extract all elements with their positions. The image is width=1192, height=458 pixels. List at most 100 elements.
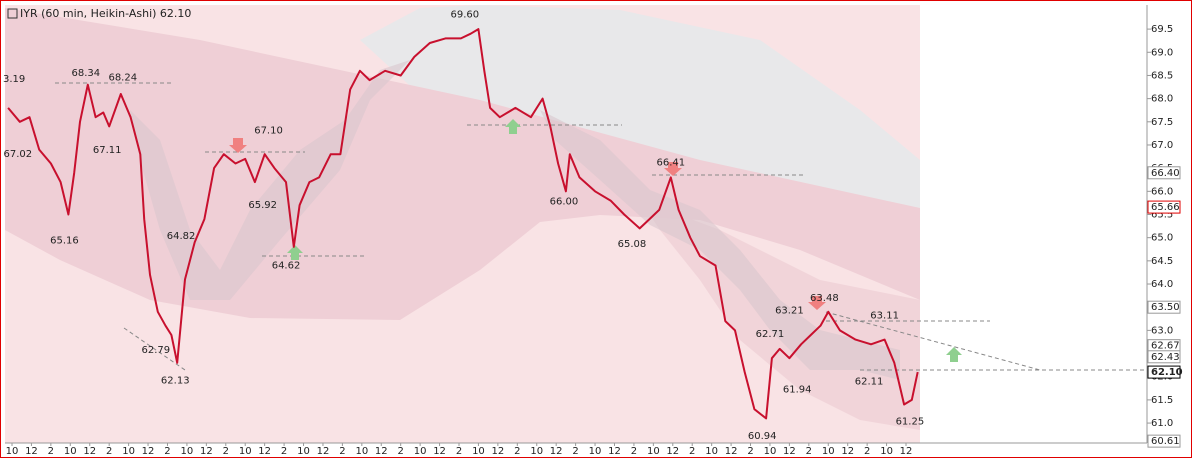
y-tick-label: 68.0: [1151, 94, 1173, 105]
x-tick-label: 10: [530, 446, 543, 457]
price-annotation: 67.10: [254, 125, 283, 136]
price-marker-box: [1147, 434, 1181, 448]
price-annotation: 68.34: [72, 68, 101, 79]
y-tick-label: 67.5: [1151, 117, 1173, 128]
price-marker-box: [1147, 200, 1181, 214]
x-tick-label: 12: [666, 446, 679, 457]
price-annotation: 68.24: [108, 73, 137, 84]
price-marker-label: 62.10: [1151, 367, 1183, 378]
x-tick-label: 10: [122, 446, 135, 457]
price-annotation: 66.00: [550, 196, 579, 207]
sell-arrow: [229, 138, 247, 153]
y-tick-label: 64.5: [1151, 256, 1173, 267]
price-annotation: 62.79: [141, 345, 170, 356]
x-tick-label: 2: [689, 446, 695, 457]
level-lines: [55, 82, 1147, 371]
x-tick-label: 2: [514, 446, 520, 457]
price-marker-box: [1147, 166, 1181, 180]
y-tick-label: 65.5: [1151, 209, 1173, 220]
x-tick-label: 12: [841, 446, 854, 457]
x-tick-label: 2: [223, 446, 229, 457]
buy-arrow: [946, 347, 962, 362]
x-tick-label: 12: [200, 446, 213, 457]
price-annotation: 63.21: [775, 306, 804, 317]
x-tick-label: 2: [398, 446, 404, 457]
price-annotation: 63.48: [810, 293, 839, 304]
price-marker-label: 65.66: [1151, 202, 1180, 213]
x-tick-label: 2: [106, 446, 112, 457]
x-tick-label: 12: [900, 446, 913, 457]
price-annotation: 67.11: [93, 145, 122, 156]
x-tick-label: 10: [181, 446, 194, 457]
price-annotation: 62.71: [756, 329, 785, 340]
y-tick-label: 69.5: [1151, 24, 1173, 35]
price-annotation: 60.94: [748, 431, 777, 442]
x-tick-label: 2: [864, 446, 870, 457]
price-annotation: 69.60: [451, 9, 480, 20]
y-tick-label: 64.0: [1151, 279, 1173, 290]
x-tick-label: 2: [164, 446, 170, 457]
price-marker-label: 66.40: [1151, 168, 1180, 179]
price-marker-label: 63.50: [1151, 302, 1180, 313]
x-tick-label: 2: [281, 446, 287, 457]
buy-arrow: [287, 245, 303, 260]
price-annotation: 64.82: [167, 231, 196, 242]
x-tick-label: 10: [647, 446, 660, 457]
x-tick-label: 10: [589, 446, 602, 457]
x-tick-label: 10: [880, 446, 893, 457]
y-tick-label: 68.5: [1151, 70, 1173, 81]
x-tick-label: 10: [64, 446, 77, 457]
y-tick-label: 61.5: [1151, 395, 1173, 406]
price-annotation: 66.41: [657, 157, 686, 168]
price-annotation: 65.08: [618, 239, 647, 250]
x-tick-label: 12: [608, 446, 621, 457]
clipped-label: 3.19: [3, 74, 25, 85]
x-tick-label: 12: [142, 446, 155, 457]
x-tick-label: 10: [822, 446, 835, 457]
price-marker-label: 60.61: [1151, 436, 1180, 447]
y-tick-label: 65.0: [1151, 233, 1173, 244]
x-tick-label: 2: [806, 446, 812, 457]
price-annotation: 63.11: [870, 310, 899, 321]
x-tick-label: 12: [83, 446, 96, 457]
sell-arrow: [808, 296, 826, 310]
x-tick-label: 12: [492, 446, 505, 457]
x-tick-label: 12: [258, 446, 271, 457]
x-tick-label: 10: [414, 446, 427, 457]
channel: [130, 60, 410, 300]
x-tick-label: 12: [375, 446, 388, 457]
x-tick-label: 10: [705, 446, 718, 457]
trend: [825, 311, 1041, 371]
price-annotation: 61.25: [896, 416, 925, 427]
price-annotation: 62.13: [161, 376, 190, 387]
x-tick-label: 12: [550, 446, 563, 457]
price-annotation: 62.11: [855, 377, 884, 388]
x-tick-label: 10: [239, 446, 252, 457]
price-annotation: 67.02: [4, 149, 33, 160]
price-annotation: 61.94: [783, 385, 812, 396]
y-tick-label: 61.0: [1151, 418, 1173, 429]
x-tick-label: 10: [355, 446, 368, 457]
x-tick-label: 2: [48, 446, 54, 457]
x-tick-label: 2: [631, 446, 637, 457]
x-tick-label: 12: [783, 446, 796, 457]
price-marker-box: [1147, 350, 1181, 364]
chart-title: IYR (60 min, Heikin-Ashi) 62.10: [20, 7, 191, 20]
trend: [123, 327, 186, 371]
x-tick-label: 12: [433, 446, 446, 457]
x-tick-label: 2: [456, 446, 462, 457]
title-icon: [7, 8, 18, 19]
price-marker-label: 62.43: [1151, 352, 1180, 363]
price-annotation: 65.92: [248, 200, 277, 211]
price-marker-label: 62.67: [1151, 341, 1180, 352]
x-tick-label: 10: [297, 446, 310, 457]
channel: [540, 110, 900, 380]
price-marker-box: [1147, 300, 1181, 314]
price-marker-box: [1147, 365, 1181, 379]
y-tick-label: 63.0: [1151, 325, 1173, 336]
y-tick-label: 67.0: [1151, 140, 1173, 151]
price-line: [7, 28, 919, 420]
sell-arrow: [664, 162, 682, 176]
